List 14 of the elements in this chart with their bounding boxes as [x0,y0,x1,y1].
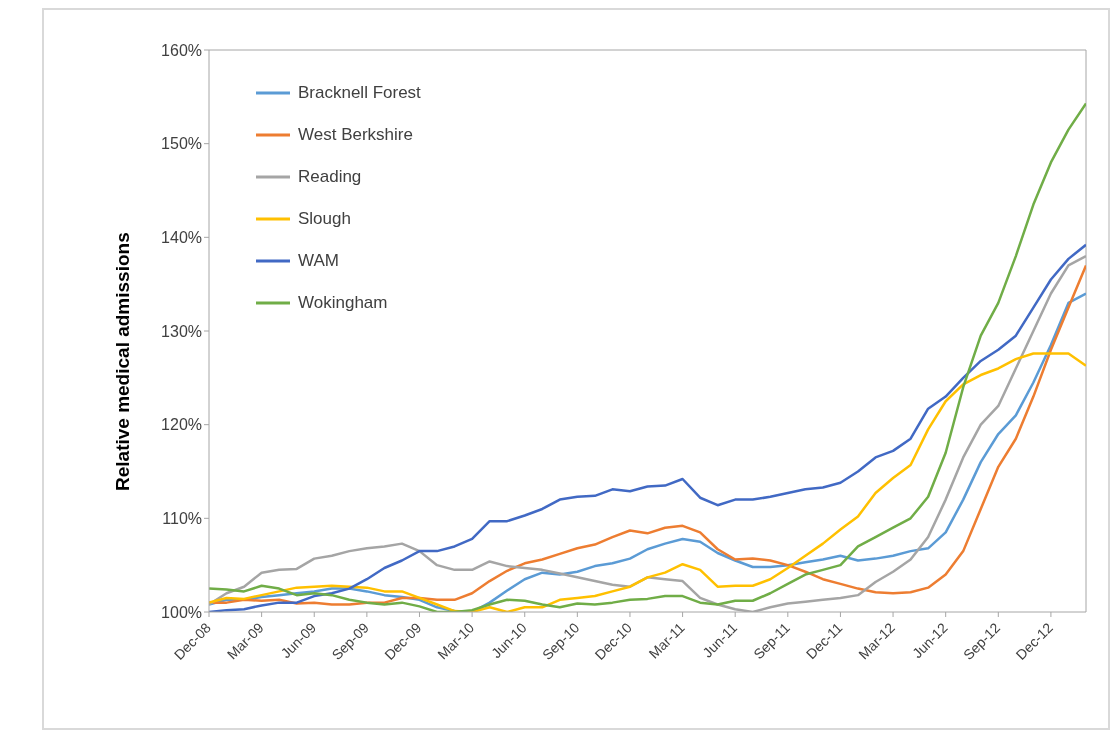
legend-label: WAM [298,251,339,271]
legend-label: West Berkshire [298,125,413,145]
y-tick-label: 120% [161,416,202,434]
legend-label: Bracknell Forest [298,83,421,103]
legend-label: Reading [298,167,362,187]
y-tick-label: 150% [161,135,202,153]
y-tick-label: 130% [161,322,202,340]
legend-label: Slough [298,209,351,229]
y-axis-title: Relative medical admissions [111,232,133,491]
legend-label: Wokingham [298,293,388,313]
y-tick-label: 110% [162,510,202,528]
y-tick-label: 140% [161,229,202,247]
y-tick-label: 100% [161,603,202,621]
y-tick-label: 160% [161,41,202,59]
